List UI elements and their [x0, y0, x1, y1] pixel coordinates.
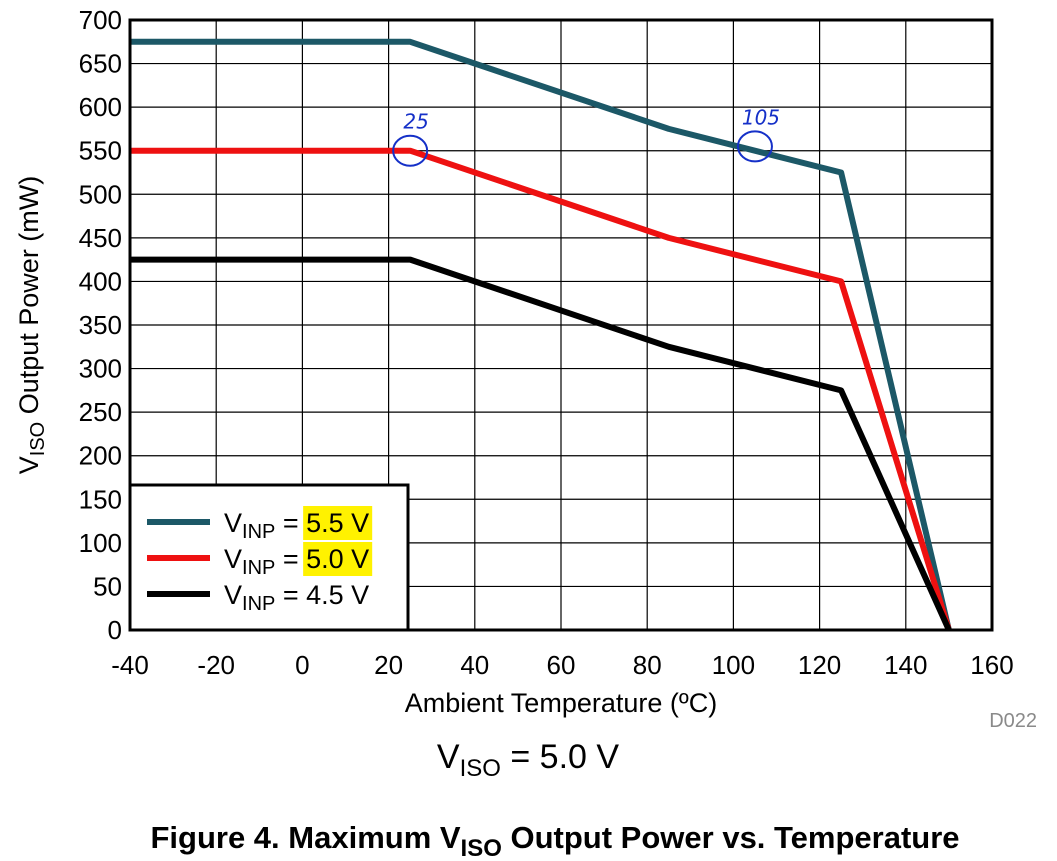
y-tick-label: 200 [79, 441, 122, 471]
series-line [130, 256, 952, 632]
x-tick-label: 80 [633, 650, 662, 680]
figure-caption: Figure 4. Maximum VISO Output Power vs. … [150, 820, 959, 861]
series-lines [130, 38, 952, 632]
x-tick-label: 0 [295, 650, 309, 680]
x-tick-label: 140 [884, 650, 927, 680]
x-tick-label: 40 [460, 650, 489, 680]
y-tick-label: 0 [108, 615, 122, 645]
plot-area-frame [128, 18, 994, 632]
y-tick-label: 250 [79, 397, 122, 427]
x-tick-label: 160 [970, 650, 1013, 680]
legend-label: VINP = 5.5 V [224, 508, 369, 543]
x-tick-label: 60 [547, 650, 576, 680]
x-tick-label: -40 [111, 650, 149, 680]
y-tick-label: 600 [79, 92, 122, 122]
series-line [130, 38, 952, 631]
y-tick-label: 100 [79, 528, 122, 558]
y-tick-label: 450 [79, 223, 122, 253]
x-axis-label: Ambient Temperature (ºC) [405, 688, 717, 718]
y-tick-label: 50 [93, 571, 122, 601]
x-tick-label: 20 [374, 650, 403, 680]
y-tick-label: 300 [79, 354, 122, 384]
annotation-circle [736, 130, 773, 163]
legend-label: VINP = 5.0 V [224, 544, 369, 579]
annotation-text: 105 [742, 105, 780, 129]
y-tick-label: 650 [79, 49, 122, 79]
annotation-circle [392, 134, 429, 167]
x-axis-ticks: -40 -20 0 20 40 60 80 100 120 140 160 [111, 650, 1013, 680]
y-tick-label: 150 [79, 484, 122, 514]
y-axis-ticks: 0 50 100 150 200 250 300 350 400 450 500 550 600 650 7… [79, 5, 122, 645]
legend-highlight [303, 542, 373, 576]
x-tick-label: 120 [798, 650, 841, 680]
y-axis-label: VISO Output Power (mW) [14, 176, 49, 475]
y-tick-label: 500 [79, 179, 122, 209]
y-tick-label: 700 [79, 5, 122, 35]
figure-code: D022 [989, 710, 1037, 732]
y-tick-label: 400 [79, 266, 122, 296]
legend-highlight [303, 506, 373, 540]
y-tick-label: 550 [79, 136, 122, 166]
x-tick-label: 100 [712, 650, 755, 680]
legend-label: VINP = 4.5 V [224, 580, 369, 615]
x-tick-label: -20 [197, 650, 235, 680]
handwritten-annotations: 25 105 [392, 105, 780, 167]
series-line [130, 147, 952, 631]
y-tick-label: 350 [79, 310, 122, 340]
annotation-text: 25 [403, 110, 428, 134]
figure-subcaption: VISO = 5.0 V [437, 738, 619, 782]
